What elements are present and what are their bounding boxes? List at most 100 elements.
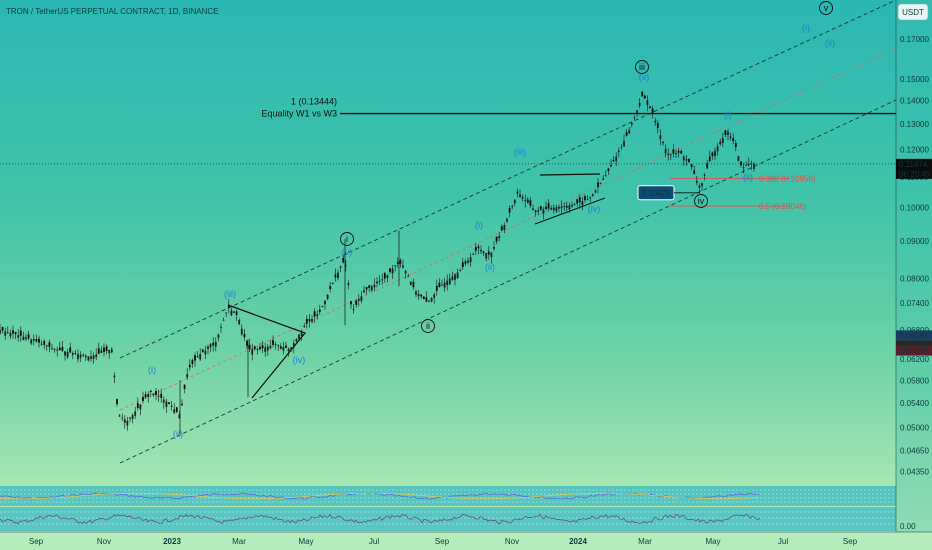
price-tick-13: 0.05400 bbox=[900, 399, 929, 408]
candle-body bbox=[285, 345, 287, 348]
candle-body bbox=[565, 205, 568, 208]
candle-body bbox=[311, 318, 313, 322]
wave-blue-label-7: (iii) bbox=[514, 147, 526, 157]
candle-body bbox=[370, 286, 373, 291]
candle-body bbox=[321, 306, 324, 308]
candle-body bbox=[615, 156, 618, 161]
wave-blue-label-10: (i) bbox=[724, 110, 732, 120]
candle-body bbox=[638, 102, 641, 106]
price-tick-11: 0.06200 bbox=[900, 355, 929, 364]
candle-body bbox=[279, 346, 282, 350]
candle-body bbox=[131, 415, 134, 420]
price-badge-bg-1 bbox=[896, 330, 932, 341]
time-tick-3: Mar bbox=[232, 537, 246, 546]
candle-body bbox=[602, 178, 605, 180]
candle-body bbox=[248, 344, 251, 350]
candle-body bbox=[506, 218, 508, 222]
candle-body bbox=[747, 163, 750, 166]
candle-body bbox=[290, 347, 293, 350]
candle-body bbox=[90, 356, 92, 359]
wave-blue-label-2: (iii) bbox=[224, 289, 236, 299]
candle-body bbox=[204, 350, 207, 355]
candle-body bbox=[178, 414, 181, 419]
candle-body bbox=[373, 284, 376, 288]
candle-body bbox=[394, 265, 397, 267]
candle-body bbox=[92, 355, 95, 360]
triangle-top-2 bbox=[539, 173, 601, 176]
time-tick-2: 2023 bbox=[163, 537, 181, 546]
candle-body bbox=[446, 280, 449, 286]
candle-body bbox=[389, 268, 391, 272]
candle-body bbox=[22, 336, 25, 341]
candle-body bbox=[586, 198, 589, 200]
wave-black-circle-2 bbox=[635, 60, 649, 74]
candle-body bbox=[342, 257, 345, 263]
candle-body bbox=[256, 349, 259, 350]
wave-black-label-1: ii bbox=[426, 321, 430, 331]
candle-body bbox=[680, 151, 683, 154]
candle-body bbox=[240, 328, 243, 335]
triangle-bottom-2 bbox=[534, 197, 606, 225]
candle-body bbox=[664, 148, 667, 154]
currency-button-label[interactable]: USDT bbox=[902, 8, 924, 17]
wave-black-label-3: iv bbox=[698, 196, 705, 206]
wave-black-label-4: v bbox=[824, 3, 829, 13]
candle-body bbox=[669, 154, 672, 156]
candle-body bbox=[292, 343, 295, 348]
candle-body bbox=[136, 402, 139, 408]
candle-body bbox=[703, 175, 706, 176]
price-badge-1: 0.06684 bbox=[899, 331, 928, 340]
candle-body bbox=[194, 355, 196, 361]
candle-body bbox=[719, 141, 722, 145]
candle-body bbox=[607, 168, 610, 171]
candle-body bbox=[51, 347, 53, 349]
time-tick-0: Sep bbox=[29, 537, 44, 546]
candle-body bbox=[186, 374, 189, 378]
candle-body bbox=[79, 354, 82, 358]
candle-body bbox=[103, 347, 105, 352]
candle-body bbox=[701, 183, 703, 187]
candle-body bbox=[500, 226, 503, 231]
candle-body bbox=[365, 287, 368, 290]
candle-body bbox=[636, 110, 638, 114]
currency-button[interactable] bbox=[897, 3, 929, 21]
candle-body bbox=[467, 260, 469, 263]
candle-body bbox=[448, 278, 451, 285]
candle-body bbox=[386, 275, 389, 278]
price-tick-1: 0.15000 bbox=[900, 75, 929, 84]
candle-body bbox=[222, 319, 225, 321]
indicator-line-3 bbox=[0, 513, 761, 525]
candle-body bbox=[350, 300, 352, 305]
candle-body bbox=[66, 351, 69, 358]
candle-body bbox=[238, 320, 241, 325]
candle-body bbox=[425, 297, 428, 302]
candle-body bbox=[173, 409, 176, 413]
candle-body bbox=[753, 163, 755, 169]
candle-body bbox=[38, 338, 40, 343]
candle-body bbox=[404, 270, 407, 274]
candle-body bbox=[329, 286, 332, 290]
candle-body bbox=[201, 349, 204, 353]
candle-body bbox=[74, 353, 77, 354]
candle-body bbox=[0, 329, 1, 334]
time-axis-bg bbox=[0, 532, 932, 550]
candle-body bbox=[142, 396, 144, 401]
candle-body bbox=[27, 334, 30, 339]
candle-body bbox=[487, 251, 490, 255]
candle-body bbox=[35, 338, 38, 342]
channel-lower-line bbox=[119, 99, 897, 464]
candle-body bbox=[209, 344, 212, 348]
candle-body bbox=[511, 206, 514, 208]
candle-body bbox=[324, 300, 326, 305]
candle-body bbox=[144, 394, 147, 398]
candle-body bbox=[69, 347, 72, 353]
candle-body bbox=[498, 235, 501, 239]
candle-body bbox=[383, 273, 386, 279]
candle-body bbox=[552, 207, 555, 211]
price-tick-2: 0.14000 bbox=[900, 97, 929, 106]
time-tick-8: 2024 bbox=[569, 537, 587, 546]
time-tick-5: Jul bbox=[369, 537, 379, 546]
candle-body bbox=[381, 279, 384, 281]
